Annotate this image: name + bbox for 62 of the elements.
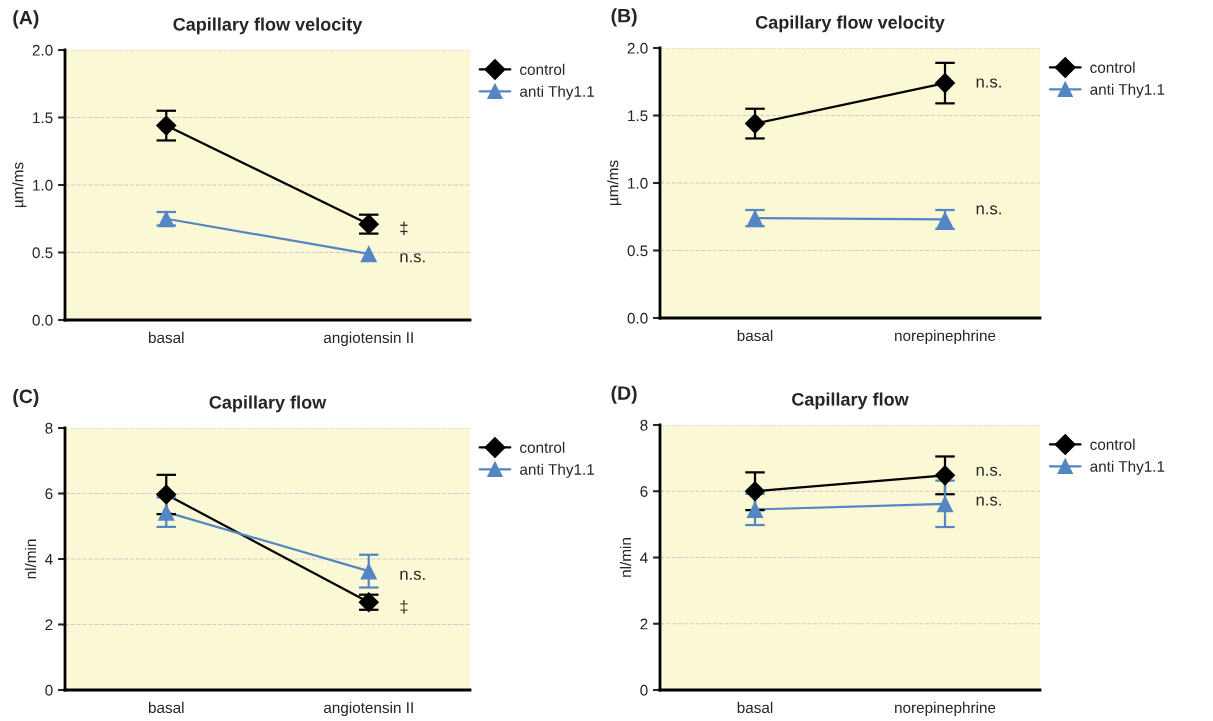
- text: (B): [611, 8, 637, 27]
- annotation: n.s.: [976, 466, 1001, 476]
- text: (C): [13, 388, 39, 408]
- point: [744, 113, 766, 134]
- legend-label: control: [520, 441, 565, 453]
- x-tick-label: basal: [148, 701, 184, 714]
- y-tick-label: 8: [45, 422, 53, 434]
- annotation: n.s.: [400, 570, 425, 580]
- point: [155, 115, 177, 136]
- y-tick-label: 1.0: [33, 179, 53, 191]
- legend-label: control: [1090, 438, 1135, 450]
- y-tick-label: 4: [640, 552, 648, 564]
- y-tick-label: 2: [640, 618, 648, 630]
- y-axis-title: µm/ms: [12, 162, 27, 208]
- y-tick-label: 1.0: [628, 177, 648, 189]
- x-tick-label: norepinephrine: [895, 701, 996, 717]
- y-tick-label: 1.5: [33, 112, 53, 124]
- legend-label: anti Thy1.1: [1090, 460, 1165, 475]
- y-tick-label: 0: [640, 684, 648, 696]
- chart-title: Capillary flow velocity: [173, 17, 363, 35]
- annotation: ‡: [400, 221, 408, 236]
- y-tick-label: 2.0: [627, 42, 648, 54]
- point: [155, 484, 177, 505]
- x-tick-label: basal: [737, 329, 773, 342]
- y-tick-label: 6: [640, 486, 648, 497]
- x-tick-label: norepinephrine: [895, 329, 996, 345]
- chart-title: Capillary flow: [792, 392, 909, 410]
- y-tick-label: 2: [45, 619, 53, 631]
- y-tick-label: 0.5: [627, 245, 648, 257]
- point: [934, 465, 956, 486]
- legend-label: anti Thy1.1: [1090, 83, 1165, 98]
- annotation: n.s.: [976, 78, 1001, 88]
- chart-title: Capillary flow: [209, 395, 327, 413]
- annotation: n.s.: [976, 205, 1001, 215]
- y-tick-label: 4: [45, 554, 53, 565]
- y-tick-label: 0.0: [627, 312, 648, 324]
- text: (D): [611, 385, 637, 404]
- annotation: n.s.: [400, 253, 425, 263]
- y-tick-label: 2.0: [32, 44, 53, 56]
- legend-label: control: [1090, 61, 1135, 73]
- x-tick-label: angiotensin II: [323, 331, 413, 347]
- point: [744, 480, 766, 502]
- y-axis-title: nl/min: [619, 538, 632, 577]
- legend-label: anti Thy1.1: [520, 463, 594, 478]
- x-tick-label: basal: [148, 331, 184, 344]
- y-axis-title: nl/min: [24, 539, 37, 579]
- legend-label: anti Thy1.1: [520, 85, 594, 100]
- y-tick-label: 0.5: [32, 247, 53, 259]
- y-axis-title: µm/ms: [607, 160, 622, 206]
- y-tick-label: 1.5: [628, 110, 648, 122]
- legend-label: control: [520, 63, 565, 75]
- x-tick-label: angiotensin II: [323, 701, 413, 717]
- x-tick-label: basal: [737, 701, 773, 714]
- y-tick-label: 6: [45, 488, 53, 500]
- text: (A): [13, 10, 39, 29]
- point: [934, 72, 956, 94]
- annotation: n.s.: [976, 496, 1001, 506]
- chart-title: Capillary flow velocity: [755, 15, 945, 33]
- y-tick-label: 8: [640, 419, 648, 431]
- annotation: ‡: [400, 600, 408, 614]
- y-tick-label: 0.0: [32, 314, 53, 326]
- y-tick-label: 0: [45, 684, 53, 696]
